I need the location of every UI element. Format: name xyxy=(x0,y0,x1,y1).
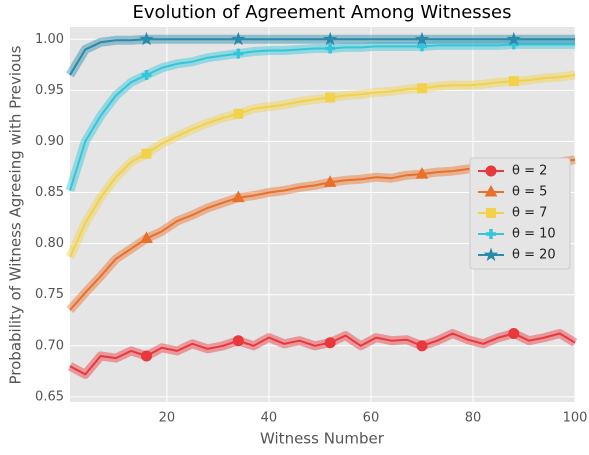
series-line xyxy=(69,38,575,76)
series-marker xyxy=(415,167,429,179)
y-tick-label: 1.00 xyxy=(35,32,64,47)
chart-title: Evolution of Agreement Among Witnesses xyxy=(133,2,512,23)
y-axis-label: Probability of Witness Agreeing with Pre… xyxy=(7,45,25,384)
series-marker xyxy=(140,231,153,244)
legend-marker xyxy=(484,184,498,197)
x-tick-label: 40 xyxy=(261,411,278,426)
series-marker xyxy=(416,41,427,52)
series-marker xyxy=(233,48,244,59)
y-tick-label: 0.95 xyxy=(35,83,64,98)
y-tick-label: 0.90 xyxy=(35,134,64,149)
series-marker xyxy=(231,190,245,203)
series-line xyxy=(69,332,576,376)
series-marker xyxy=(322,31,338,46)
series-marker xyxy=(141,350,153,362)
y-tick-label: 0.70 xyxy=(35,338,64,353)
x-tick-label: 20 xyxy=(159,411,176,426)
series-marker xyxy=(141,148,152,159)
legend-label: θ = 2 xyxy=(512,164,547,179)
series-marker xyxy=(231,31,246,46)
legend-box xyxy=(469,157,571,270)
legend-marker xyxy=(483,247,499,262)
y-tick-label: 0.85 xyxy=(35,185,64,200)
series-line xyxy=(69,74,576,258)
legend-label: θ = 7 xyxy=(512,206,547,221)
series-marker xyxy=(506,31,521,46)
y-tick-label: 0.80 xyxy=(35,236,64,251)
series-marker xyxy=(508,328,520,340)
series-marker xyxy=(139,31,154,46)
series-line xyxy=(69,43,575,191)
series-marker xyxy=(233,108,244,119)
series-marker xyxy=(325,43,336,54)
series-marker xyxy=(323,175,337,187)
series-marker xyxy=(416,83,427,94)
series-marker xyxy=(324,337,336,349)
legend-marker xyxy=(486,229,496,239)
series-marker xyxy=(414,31,430,46)
x-tick-label: 80 xyxy=(465,411,482,426)
legend-marker xyxy=(485,165,497,177)
series-marker xyxy=(232,335,244,347)
x-tick-label: 60 xyxy=(363,411,380,426)
x-axis-label: Witness Number xyxy=(260,430,385,448)
series-marker xyxy=(325,92,336,103)
y-tick-label: 0.75 xyxy=(35,287,64,302)
legend-label: θ = 20 xyxy=(512,248,556,263)
x-tick-label: 100 xyxy=(563,411,588,426)
legend-marker xyxy=(486,208,496,218)
y-tick-label: 0.65 xyxy=(35,389,64,404)
legend-label: θ = 5 xyxy=(512,185,547,200)
series-marker xyxy=(141,70,152,81)
legend-label: θ = 10 xyxy=(512,227,556,242)
series-marker xyxy=(416,340,428,352)
series-marker xyxy=(508,76,519,87)
